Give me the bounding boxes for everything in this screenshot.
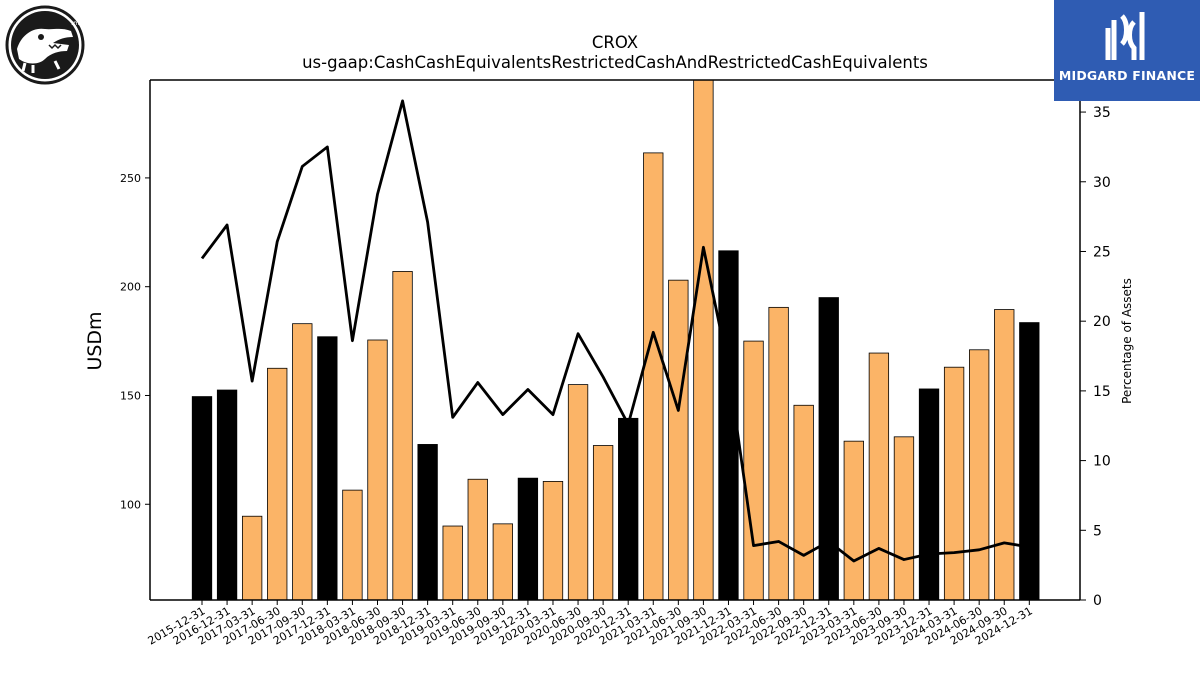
crocodile-logo: tm — [5, 5, 85, 85]
bar-2017-03-31 — [241, 515, 263, 600]
bar-2017-09-30 — [292, 323, 313, 600]
y-right-tick-label-5: 5 — [1093, 523, 1102, 539]
y-left-tick-label-200: 200 — [120, 281, 141, 294]
midgard-finance-label: MIDGARD FINANCE — [1058, 68, 1196, 83]
y-right-tick-label-30: 30 — [1093, 175, 1111, 191]
bar-2023-06-30 — [868, 352, 890, 600]
bar-2018-12-31 — [417, 444, 438, 600]
bar-2015-12-31 — [191, 396, 213, 600]
bars-group — [191, 80, 1040, 600]
bar-2020-09-30 — [592, 445, 614, 600]
bar-2021-06-30 — [668, 279, 689, 600]
bar-2019-09-30 — [492, 523, 513, 600]
bar-2024-12-31 — [1019, 322, 1040, 600]
chart-subtitle: us-gaap:CashCashEquivalentsRestrictedCas… — [302, 53, 928, 72]
chart-title: CROX — [592, 33, 638, 52]
bar-2022-09-30 — [793, 404, 814, 600]
y-right-tick-label-15: 15 — [1093, 384, 1111, 400]
y-left-tick-label-150: 150 — [120, 389, 141, 402]
bar-2017-06-30 — [267, 367, 288, 600]
bar-2023-03-31 — [843, 440, 864, 600]
bar-2022-06-30 — [768, 306, 789, 600]
bar-2018-09-30 — [392, 271, 413, 600]
bar-2023-12-31 — [918, 388, 940, 600]
y-right-tick-label-0: 0 — [1093, 593, 1102, 609]
midgard-finance-logo: MIDGARD FINANCE — [1054, 0, 1200, 101]
bar-2021-09-30 — [693, 80, 714, 600]
bar-2021-03-31 — [643, 152, 664, 600]
y-right-tick-label-10: 10 — [1093, 454, 1111, 470]
bar-2018-03-31 — [342, 489, 363, 600]
bar-2017-12-31 — [317, 336, 338, 600]
bar-2019-12-31 — [517, 477, 539, 600]
bar-2019-06-30 — [467, 478, 488, 600]
bar-2020-06-30 — [567, 384, 589, 600]
line-percentage-of-assets — [200, 99, 1030, 563]
bar-2024-09-30 — [994, 309, 1015, 600]
bar-2019-03-31 — [442, 525, 463, 600]
y-right-tick-label-25: 25 — [1093, 244, 1111, 260]
y-left-tick-label-100: 100 — [120, 498, 141, 511]
bar-2022-03-31 — [743, 340, 764, 600]
y-axis-left-label: USDm — [84, 311, 106, 370]
bar-2018-06-30 — [367, 339, 388, 600]
y-right-tick-label-35: 35 — [1093, 105, 1111, 121]
bar-2020-12-31 — [618, 417, 639, 600]
y-left-tick-label-250: 250 — [120, 172, 141, 185]
svg-text:tm: tm — [71, 20, 79, 27]
line-group — [200, 99, 1030, 563]
crocodile-icon: tm — [5, 5, 85, 85]
bar-2022-12-31 — [818, 297, 839, 600]
y-axis-right-label: Percentage of Assets — [1120, 278, 1134, 404]
bar-2023-09-30 — [893, 436, 915, 600]
bar-2024-06-30 — [969, 349, 990, 600]
bar-2024-03-31 — [943, 366, 965, 600]
y-right-tick-label-20: 20 — [1093, 314, 1111, 330]
bar-2016-12-31 — [216, 389, 238, 600]
bar-2020-03-31 — [542, 481, 564, 600]
midgard-mark-icon — [1105, 12, 1145, 60]
